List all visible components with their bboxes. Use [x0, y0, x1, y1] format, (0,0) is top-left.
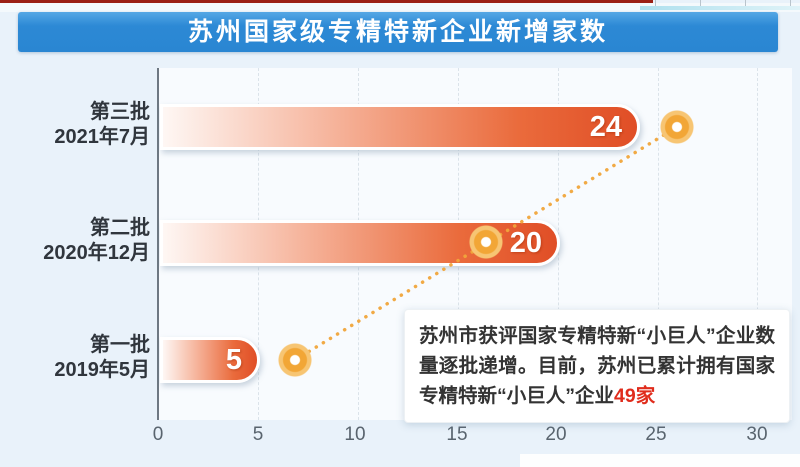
- bar-value-label: 24: [589, 110, 622, 143]
- bar-value-label: 5: [225, 343, 242, 376]
- x-tick-label: 30: [746, 424, 768, 445]
- top-cyan-strip-artifact: [640, 6, 800, 10]
- bar-value-label: 20: [509, 226, 542, 259]
- table-border-artifact: [790, 0, 791, 6]
- bar-batch3: 24: [160, 104, 640, 150]
- batch-date: 2020年12月: [43, 242, 150, 264]
- x-tick-label: 5: [252, 424, 264, 445]
- batch-date: 2019年5月: [54, 359, 150, 381]
- batch-name: 第一批: [90, 334, 150, 356]
- gridline: [757, 68, 758, 420]
- annotation-box: 苏州市获评国家专精特新“小巨人”企业数量逐批递增。目前，苏州已累计拥有国家专精特…: [404, 309, 790, 423]
- x-tick-label: 15: [446, 424, 468, 445]
- top-edge-strip: [0, 3, 800, 12]
- x-tick-label: 10: [344, 424, 366, 445]
- chart-title: 苏州国家级专精特新企业新增家数: [18, 12, 778, 52]
- top-red-border-artifact: [0, 0, 653, 3]
- table-border-artifact: [745, 0, 746, 6]
- table-border-artifact: [700, 0, 701, 6]
- trend-marker-batch3: [659, 109, 695, 145]
- x-tick-label: 25: [645, 424, 667, 445]
- annotation-text: 苏州市获评国家专精特新“小巨人”企业数量逐批递增。目前，苏州已累计拥有国家专精特…: [419, 325, 775, 407]
- annotation-highlight-value: 49家: [614, 385, 656, 407]
- x-tick-label: 20: [545, 424, 567, 445]
- x-tick-label: 0: [152, 424, 164, 445]
- trend-marker-batch1: [277, 342, 313, 378]
- batch-date: 2021年7月: [54, 126, 150, 148]
- batch-name: 第三批: [90, 101, 150, 123]
- table-border-artifact: [655, 0, 656, 6]
- bar-batch1: 5: [160, 337, 260, 383]
- category-label-batch2: 第二批 2020年12月: [14, 216, 150, 266]
- batch-name: 第二批: [90, 217, 150, 239]
- bottom-edge-artifact: [520, 454, 800, 467]
- trend-marker-batch2: [468, 224, 504, 260]
- category-label-batch1: 第一批 2019年5月: [14, 333, 150, 383]
- y-axis-line: [157, 68, 159, 420]
- category-label-batch3: 第三批 2021年7月: [14, 100, 150, 150]
